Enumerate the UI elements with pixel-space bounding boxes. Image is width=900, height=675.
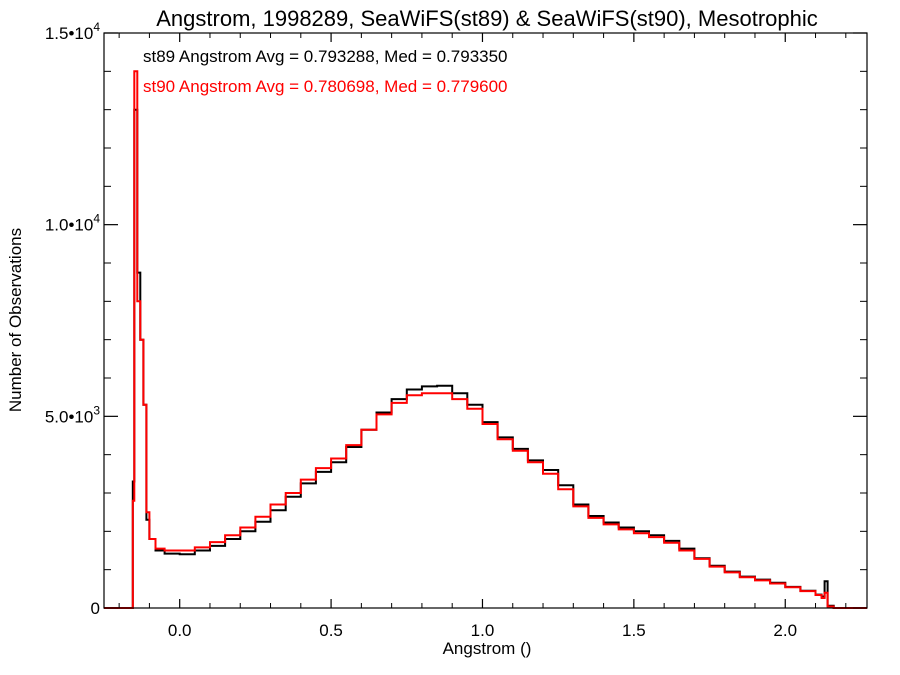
y-axis-label: Number of Observations xyxy=(6,228,25,412)
y-tick-label: 0 xyxy=(91,599,100,618)
x-tick-label: 1.5 xyxy=(622,621,646,640)
x-axis-label: Angstrom () xyxy=(443,639,532,658)
x-tick-label: 0.5 xyxy=(319,621,343,640)
series-layer xyxy=(104,70,867,609)
series-line-st89 xyxy=(104,108,867,609)
x-tick-label: 1.0 xyxy=(471,621,495,640)
y-tick-label: 1.5•104 xyxy=(45,20,101,43)
x-tick-label: 2.0 xyxy=(773,621,797,640)
plot-frame xyxy=(103,32,868,609)
x-axis: 0.0 0.5 1.0 1.5 2.0 xyxy=(118,33,847,640)
st89-stats-annotation: st89 Angstrom Avg = 0.793288, Med = 0.79… xyxy=(143,47,508,66)
y-axis: 0 5.0•103 1.0•104 1.5•104 xyxy=(45,20,867,618)
x-tick-label: 0.0 xyxy=(168,621,192,640)
series-line-st90 xyxy=(104,70,867,609)
chart-title: Angstrom, 1998289, SeaWiFS(st89) & SeaWi… xyxy=(156,6,817,31)
y-tick-label: 5.0•103 xyxy=(45,403,101,426)
y-tick-label: 1.0•104 xyxy=(45,212,101,235)
st90-stats-annotation: st90 Angstrom Avg = 0.780698, Med = 0.77… xyxy=(143,77,508,96)
